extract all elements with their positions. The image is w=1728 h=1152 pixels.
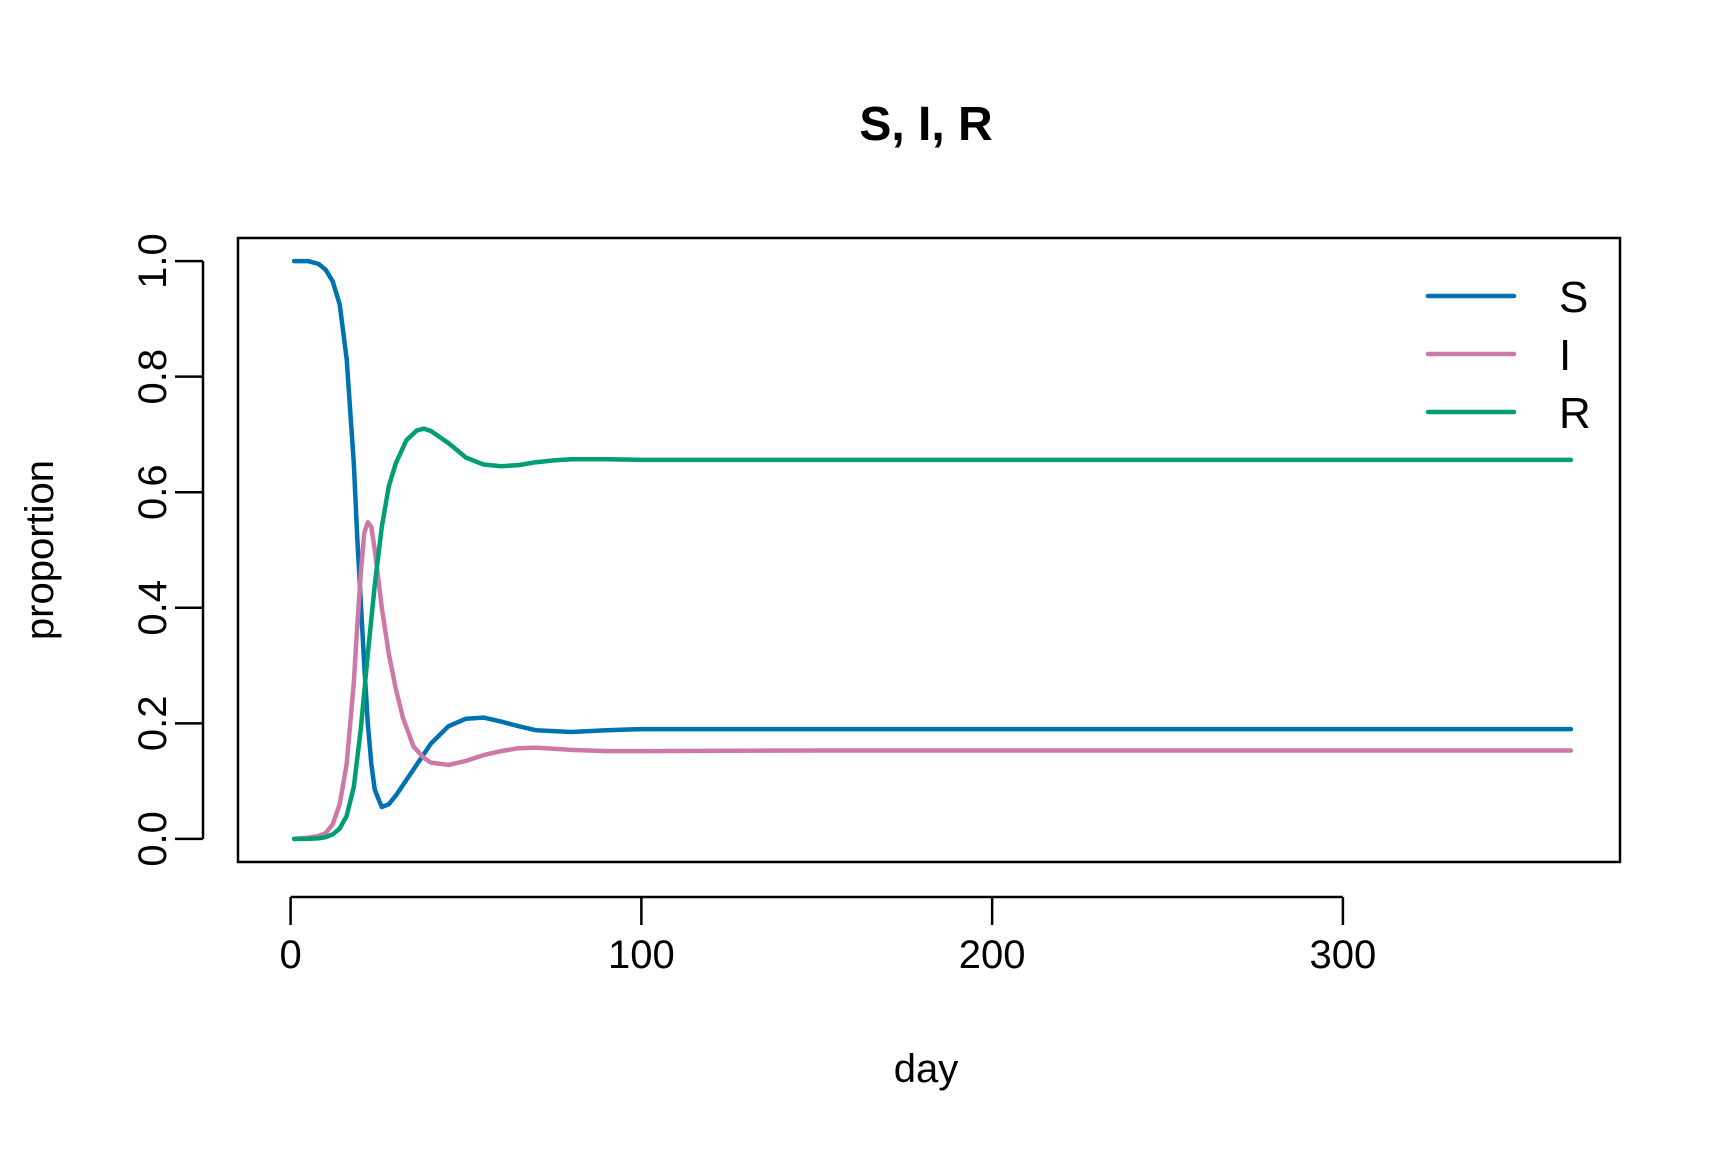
y-tick-label: 0.8 [131, 349, 175, 405]
y-tick-label: 1.0 [131, 233, 175, 289]
legend-label-r: R [1559, 389, 1591, 438]
legend-label-s: S [1559, 273, 1588, 322]
series-lines [291, 258, 1574, 842]
x-axis-title: day [894, 1047, 959, 1091]
series-line-i [291, 520, 1574, 842]
legend: SIR [1425, 273, 1591, 438]
x-tick-label: 0 [279, 933, 301, 977]
x-tick-label: 100 [608, 933, 675, 977]
y-tick-label: 0.0 [131, 811, 175, 867]
x-tick-label: 200 [959, 933, 1026, 977]
series-line-r [291, 426, 1574, 842]
series-line-s [291, 258, 1574, 810]
y-tick-label: 0.2 [131, 696, 175, 752]
legend-label-i: I [1559, 331, 1571, 380]
x-axis: 0 100 200 300 [279, 895, 1377, 977]
x-tick-label: 300 [1310, 933, 1377, 977]
y-axis: 0.0 0.2 0.4 0.6 0.8 1.0 [131, 233, 205, 867]
chart-title: S, I, R [859, 98, 992, 151]
y-tick-label: 0.6 [131, 464, 175, 520]
y-axis-title: proportion [18, 460, 62, 640]
plot-frame [236, 236, 1622, 864]
y-tick-label: 0.4 [131, 580, 175, 636]
